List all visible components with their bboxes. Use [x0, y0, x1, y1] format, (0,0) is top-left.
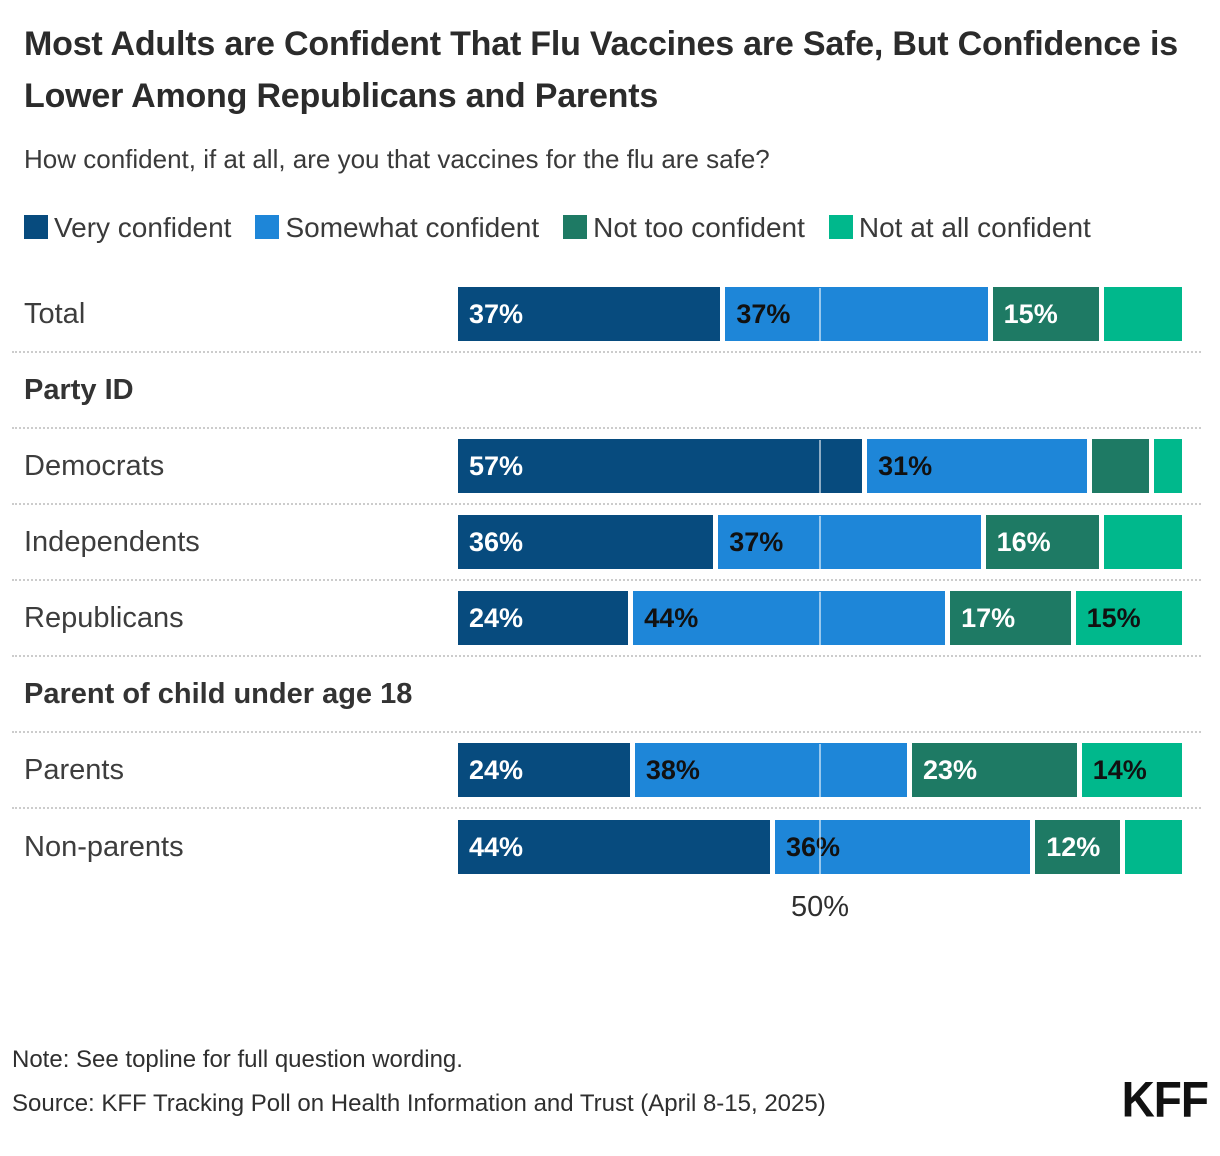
- bar-segment-not-too-confident: 15%: [992, 287, 1099, 341]
- bar-value-label: 15%: [1086, 602, 1141, 633]
- chart-row-total: Total 37% 37% 15%: [12, 277, 1201, 353]
- bar-value-label: 37%: [736, 298, 791, 329]
- bar-value-label: 31%: [878, 450, 933, 481]
- legend-swatch-somewhat-confident: [255, 215, 280, 239]
- bar-track: 44% 36% 12%: [458, 809, 1182, 885]
- bar-value-label: 14%: [1092, 754, 1147, 785]
- bar-segment-not-too-confident: 12%: [1035, 820, 1121, 874]
- row-label: Total: [24, 297, 86, 330]
- legend-item-somewhat-confident: Somewhat confident: [255, 212, 539, 243]
- bar-track: 24% 38% 23% 14%: [458, 733, 1182, 807]
- bar-segment-not-at-all-confident: 15%: [1075, 591, 1182, 645]
- x-axis: 50%: [12, 885, 1201, 929]
- bar-value-label: 24%: [469, 754, 524, 785]
- legend-item-not-at-all-confident: Not at all confident: [828, 212, 1091, 243]
- bar-track: 24% 44% 17% 15%: [458, 581, 1182, 655]
- row-label: Non-parents: [24, 830, 184, 863]
- bar-value-label: 37%: [469, 298, 524, 329]
- bar-segment-not-at-all-confident: [1153, 439, 1182, 493]
- chart-subtitle: How confident, if at all, are you that v…: [24, 144, 770, 174]
- footer: Note: See topline for full question word…: [12, 1046, 1209, 1156]
- bar-value-label: 24%: [469, 602, 524, 633]
- bar-value-label: 37%: [729, 526, 784, 557]
- bar-value-label: 12%: [1046, 831, 1101, 862]
- legend-label: Not too confident: [593, 212, 805, 243]
- bar-value-label: 44%: [469, 831, 524, 862]
- chart-title: Most Adults are Confident That Flu Vacci…: [24, 25, 1178, 115]
- bar-segment-not-too-confident: 23%: [912, 743, 1077, 797]
- footnote: Note: See topline for full question word…: [12, 1046, 463, 1073]
- bar-segment-very-confident: 37%: [458, 287, 721, 341]
- legend-item-very-confident: Very confident: [24, 212, 231, 243]
- chart-row-non-parents: Non-parents 44% 36% 12%: [12, 809, 1201, 885]
- bar-segment-somewhat-confident: 31%: [867, 439, 1087, 493]
- row-label: Democrats: [24, 449, 165, 482]
- bar-segment-somewhat-confident: 44%: [633, 591, 946, 645]
- kff-logo: KFF: [1121, 1070, 1209, 1128]
- bar-segment-not-too-confident: [1091, 439, 1149, 493]
- legend-label: Very confident: [54, 212, 232, 243]
- bar-value-label: 17%: [961, 602, 1016, 633]
- source-line: Source: KFF Tracking Poll on Health Info…: [12, 1090, 826, 1117]
- legend-label: Somewhat confident: [285, 212, 540, 243]
- bar-value-label: 57%: [469, 450, 524, 481]
- bar-segment-somewhat-confident: 36%: [774, 820, 1031, 874]
- axis-tick-label: 50%: [790, 890, 850, 923]
- legend-swatch-very-confident: [24, 215, 48, 239]
- bar-segment-somewhat-confident: 38%: [634, 743, 908, 797]
- bar-segment-not-at-all-confident: 14%: [1081, 743, 1182, 797]
- section-header-parent-of-child-under-age-18: Parent of child under age 18: [12, 657, 1201, 733]
- bar-segment-very-confident: 24%: [458, 591, 629, 645]
- bar-segment-very-confident: 44%: [458, 820, 770, 874]
- stacked-bar-chart: Total 37% 37% 15% Party ID Democrats 57% 31% Ind…: [12, 277, 1201, 885]
- bar-segment-somewhat-confident: 37%: [725, 287, 988, 341]
- bar-track: 37% 37% 15%: [458, 277, 1182, 351]
- bar-segment-not-at-all-confident: [1125, 820, 1182, 874]
- bar-value-label: 15%: [1003, 298, 1058, 329]
- row-label: Republicans: [24, 601, 184, 634]
- bar-track: 36% 37% 16%: [458, 505, 1182, 579]
- legend-swatch-not-at-all-confident: [828, 215, 853, 239]
- bar-value-label: 16%: [996, 526, 1051, 557]
- chart-card: Most Adults are Confident That Flu Vacci…: [0, 18, 1220, 929]
- bar-segment-not-at-all-confident: [1104, 515, 1182, 569]
- bar-segment-not-too-confident: 17%: [950, 591, 1071, 645]
- bar-value-label: 36%: [469, 526, 524, 557]
- bar-segment-somewhat-confident: 37%: [718, 515, 981, 569]
- bar-value-label: 36%: [785, 831, 840, 862]
- row-label: Party ID: [24, 373, 134, 406]
- bar-segment-very-confident: 24%: [458, 743, 630, 797]
- legend-swatch-not-too-confident: [563, 215, 588, 239]
- bar-segment-very-confident: 36%: [458, 515, 714, 569]
- chart-row-democrats: Democrats 57% 31%: [12, 429, 1201, 505]
- legend: Very confident Somewhat confident Not too …: [24, 199, 1124, 257]
- bar-track: 57% 31%: [458, 429, 1182, 503]
- row-label: Parent of child under age 18: [24, 677, 413, 710]
- row-label: Parents: [24, 753, 124, 786]
- legend-item-not-too-confident: Not too confident: [563, 212, 805, 243]
- bar-segment-very-confident: 57%: [458, 439, 863, 493]
- row-label: Independents: [24, 525, 200, 558]
- chart-row-independents: Independents 36% 37% 16%: [12, 505, 1201, 581]
- chart-row-republicans: Republicans 24% 44% 17% 15%: [12, 581, 1201, 657]
- bar-segment-not-too-confident: 16%: [985, 515, 1099, 569]
- section-header-party-id: Party ID: [12, 353, 1201, 429]
- bar-value-label: 23%: [923, 754, 978, 785]
- bar-segment-not-at-all-confident: [1104, 287, 1182, 341]
- bar-value-label: 38%: [645, 754, 700, 785]
- legend-label: Not at all confident: [858, 212, 1091, 243]
- chart-row-parents: Parents 24% 38% 23% 14%: [12, 733, 1201, 809]
- bar-value-label: 44%: [644, 602, 699, 633]
